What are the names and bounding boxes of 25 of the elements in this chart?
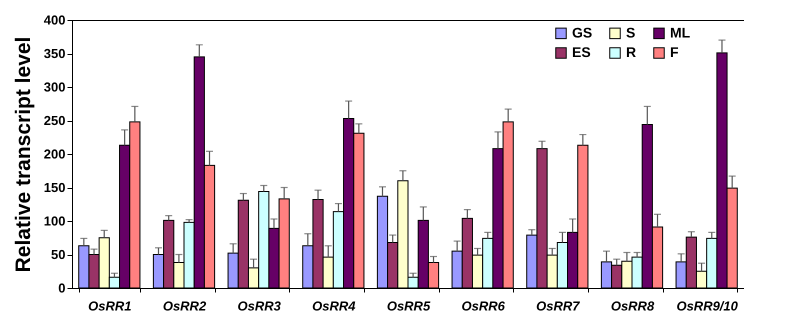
y-tick-label: 200 [44,146,66,162]
x-tick-label: OsRR7 [536,298,580,314]
legend-label: R [626,44,636,60]
x-tick-label: OsRR5 [386,298,431,314]
legend-label: GS [572,24,592,40]
y-tick-label: 300 [44,80,66,94]
x-tick-label: OsRR2 [162,298,207,314]
y-axis-title: Relative transcript level [12,36,35,272]
x-tick-label: OsRR4 [312,298,356,314]
legend-label: S [626,24,636,40]
y-tick-label: 400 [44,12,66,28]
legend-label: ML [670,24,691,40]
x-tick-label: OsRR1 [88,298,132,314]
y-tick-label: 50 [51,247,66,262]
x-tick-label: OsRR3 [237,298,282,314]
x-tick-label: OsRR9/10 [676,298,739,314]
x-tick-label: OsRR8 [610,298,655,314]
y-tick-label: 250 [44,113,66,128]
legend-label: F [670,44,679,60]
y-tick-label: 350 [44,46,66,61]
y-tick-label: 0 [58,280,66,296]
y-tick-label: 150 [44,180,66,195]
y-tick-label: 100 [44,214,66,228]
x-tick-label: OsRR6 [461,298,506,314]
legend-label: ES [572,44,591,60]
